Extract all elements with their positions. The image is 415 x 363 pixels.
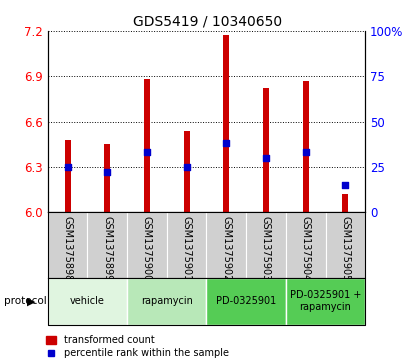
Text: protocol: protocol <box>4 296 47 306</box>
Bar <box>127 278 207 325</box>
Legend: transformed count, percentile rank within the sample: transformed count, percentile rank withi… <box>46 335 229 358</box>
Bar <box>127 212 167 278</box>
Text: vehicle: vehicle <box>70 296 105 306</box>
Text: GSM1375905: GSM1375905 <box>340 216 350 281</box>
Point <box>144 150 150 155</box>
Point <box>223 140 229 146</box>
Text: rapamycin: rapamycin <box>141 296 193 306</box>
Bar <box>167 212 207 278</box>
Text: GSM1375899: GSM1375899 <box>102 216 112 281</box>
Text: PD-0325901 +
rapamycin: PD-0325901 + rapamycin <box>290 290 361 312</box>
Bar <box>48 278 127 325</box>
Bar <box>286 212 325 278</box>
Point <box>342 182 349 188</box>
Point <box>183 164 190 170</box>
Bar <box>48 212 88 278</box>
Bar <box>207 278 286 325</box>
Bar <box>325 212 365 278</box>
Bar <box>342 194 348 212</box>
Bar <box>65 140 71 212</box>
Text: GSM1375902: GSM1375902 <box>221 216 231 281</box>
Bar <box>223 36 229 212</box>
Text: GSM1375904: GSM1375904 <box>301 216 311 281</box>
Text: GSM1375903: GSM1375903 <box>261 216 271 281</box>
Bar <box>144 79 150 212</box>
Bar <box>88 212 127 278</box>
Bar <box>303 81 309 212</box>
Text: GSM1375901: GSM1375901 <box>182 216 192 281</box>
Point <box>64 164 71 170</box>
Bar <box>104 144 110 212</box>
Bar <box>184 131 190 212</box>
Bar <box>207 212 246 278</box>
Point <box>104 170 110 175</box>
Bar <box>286 278 365 325</box>
Point <box>303 150 309 155</box>
Bar <box>263 88 269 212</box>
Bar <box>246 212 286 278</box>
Text: GDS5419 / 10340650: GDS5419 / 10340650 <box>133 15 282 29</box>
Text: PD-0325901: PD-0325901 <box>216 296 276 306</box>
Text: GSM1375898: GSM1375898 <box>63 216 73 281</box>
Text: ▶: ▶ <box>27 296 35 306</box>
Text: GSM1375900: GSM1375900 <box>142 216 152 281</box>
Point <box>263 155 269 161</box>
